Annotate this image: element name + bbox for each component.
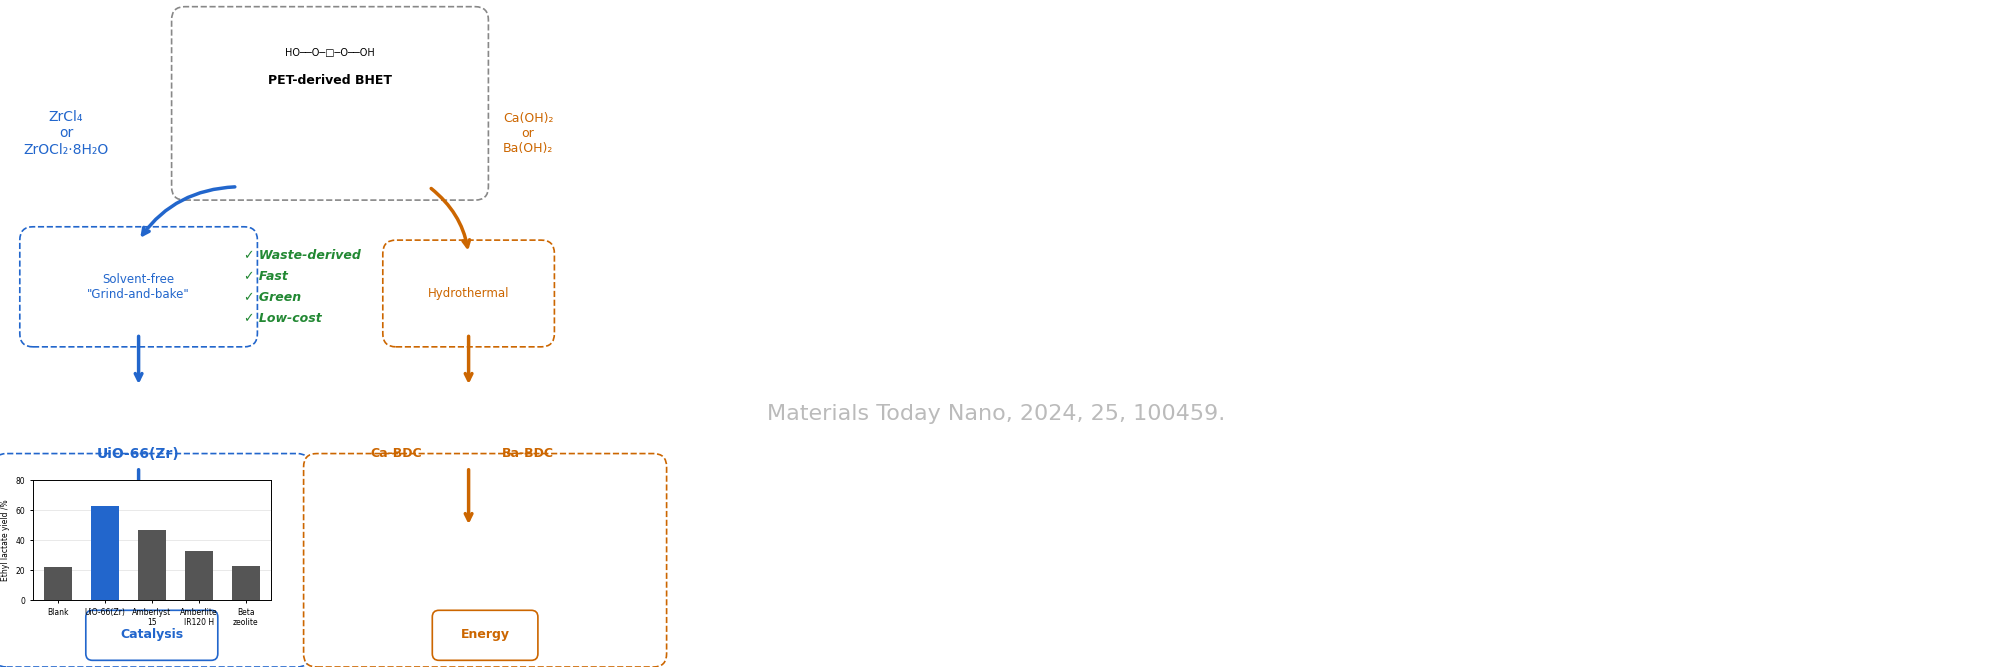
Text: Energy: Energy [460, 628, 510, 642]
Bar [184, 551, 212, 600]
Text: Solvent-free
"Grind-and-bake": Solvent-free "Grind-and-bake" [88, 273, 190, 301]
Text: Ba-BDC: Ba-BDC [502, 447, 554, 460]
Bar [138, 530, 166, 600]
Text: Ca-BDC: Ca-BDC [370, 447, 422, 460]
Text: Catalysis: Catalysis [120, 628, 184, 642]
FancyBboxPatch shape [304, 454, 666, 667]
Text: ✓ Waste-derived
✓ Fast
✓ Green
✓ Low-cost: ✓ Waste-derived ✓ Fast ✓ Green ✓ Low-cos… [244, 249, 362, 325]
FancyBboxPatch shape [432, 610, 538, 660]
Text: Hydrothermal: Hydrothermal [428, 287, 510, 300]
FancyBboxPatch shape [172, 7, 488, 200]
Y-axis label: Ethyl lactate yield /%: Ethyl lactate yield /% [2, 500, 10, 581]
Text: UiO-66(Zr): UiO-66(Zr) [98, 447, 180, 460]
Text: PET-derived BHET: PET-derived BHET [268, 73, 392, 87]
FancyBboxPatch shape [86, 610, 218, 660]
Text: ZrCl₄
or
ZrOCl₂·8H₂O: ZrCl₄ or ZrOCl₂·8H₂O [24, 110, 108, 157]
Bar [232, 566, 260, 600]
Bar [90, 506, 118, 600]
Bar [44, 567, 72, 600]
Text: PET-derived bis(2-hydroxyethyl) terephthalate
as a new linker source for solvent: PET-derived bis(2-hydroxyethyl) terephth… [856, 186, 1804, 321]
Text: Ca(OH)₂
or
Ba(OH)₂: Ca(OH)₂ or Ba(OH)₂ [502, 112, 554, 155]
FancyBboxPatch shape [20, 227, 258, 347]
Text: Materials Today Nano, 2024, 25, 100459.: Materials Today Nano, 2024, 25, 100459. [768, 404, 1226, 424]
FancyBboxPatch shape [0, 454, 310, 667]
Text: HO──O─□─O──OH: HO──O─□─O──OH [286, 49, 374, 58]
FancyBboxPatch shape [382, 240, 554, 347]
